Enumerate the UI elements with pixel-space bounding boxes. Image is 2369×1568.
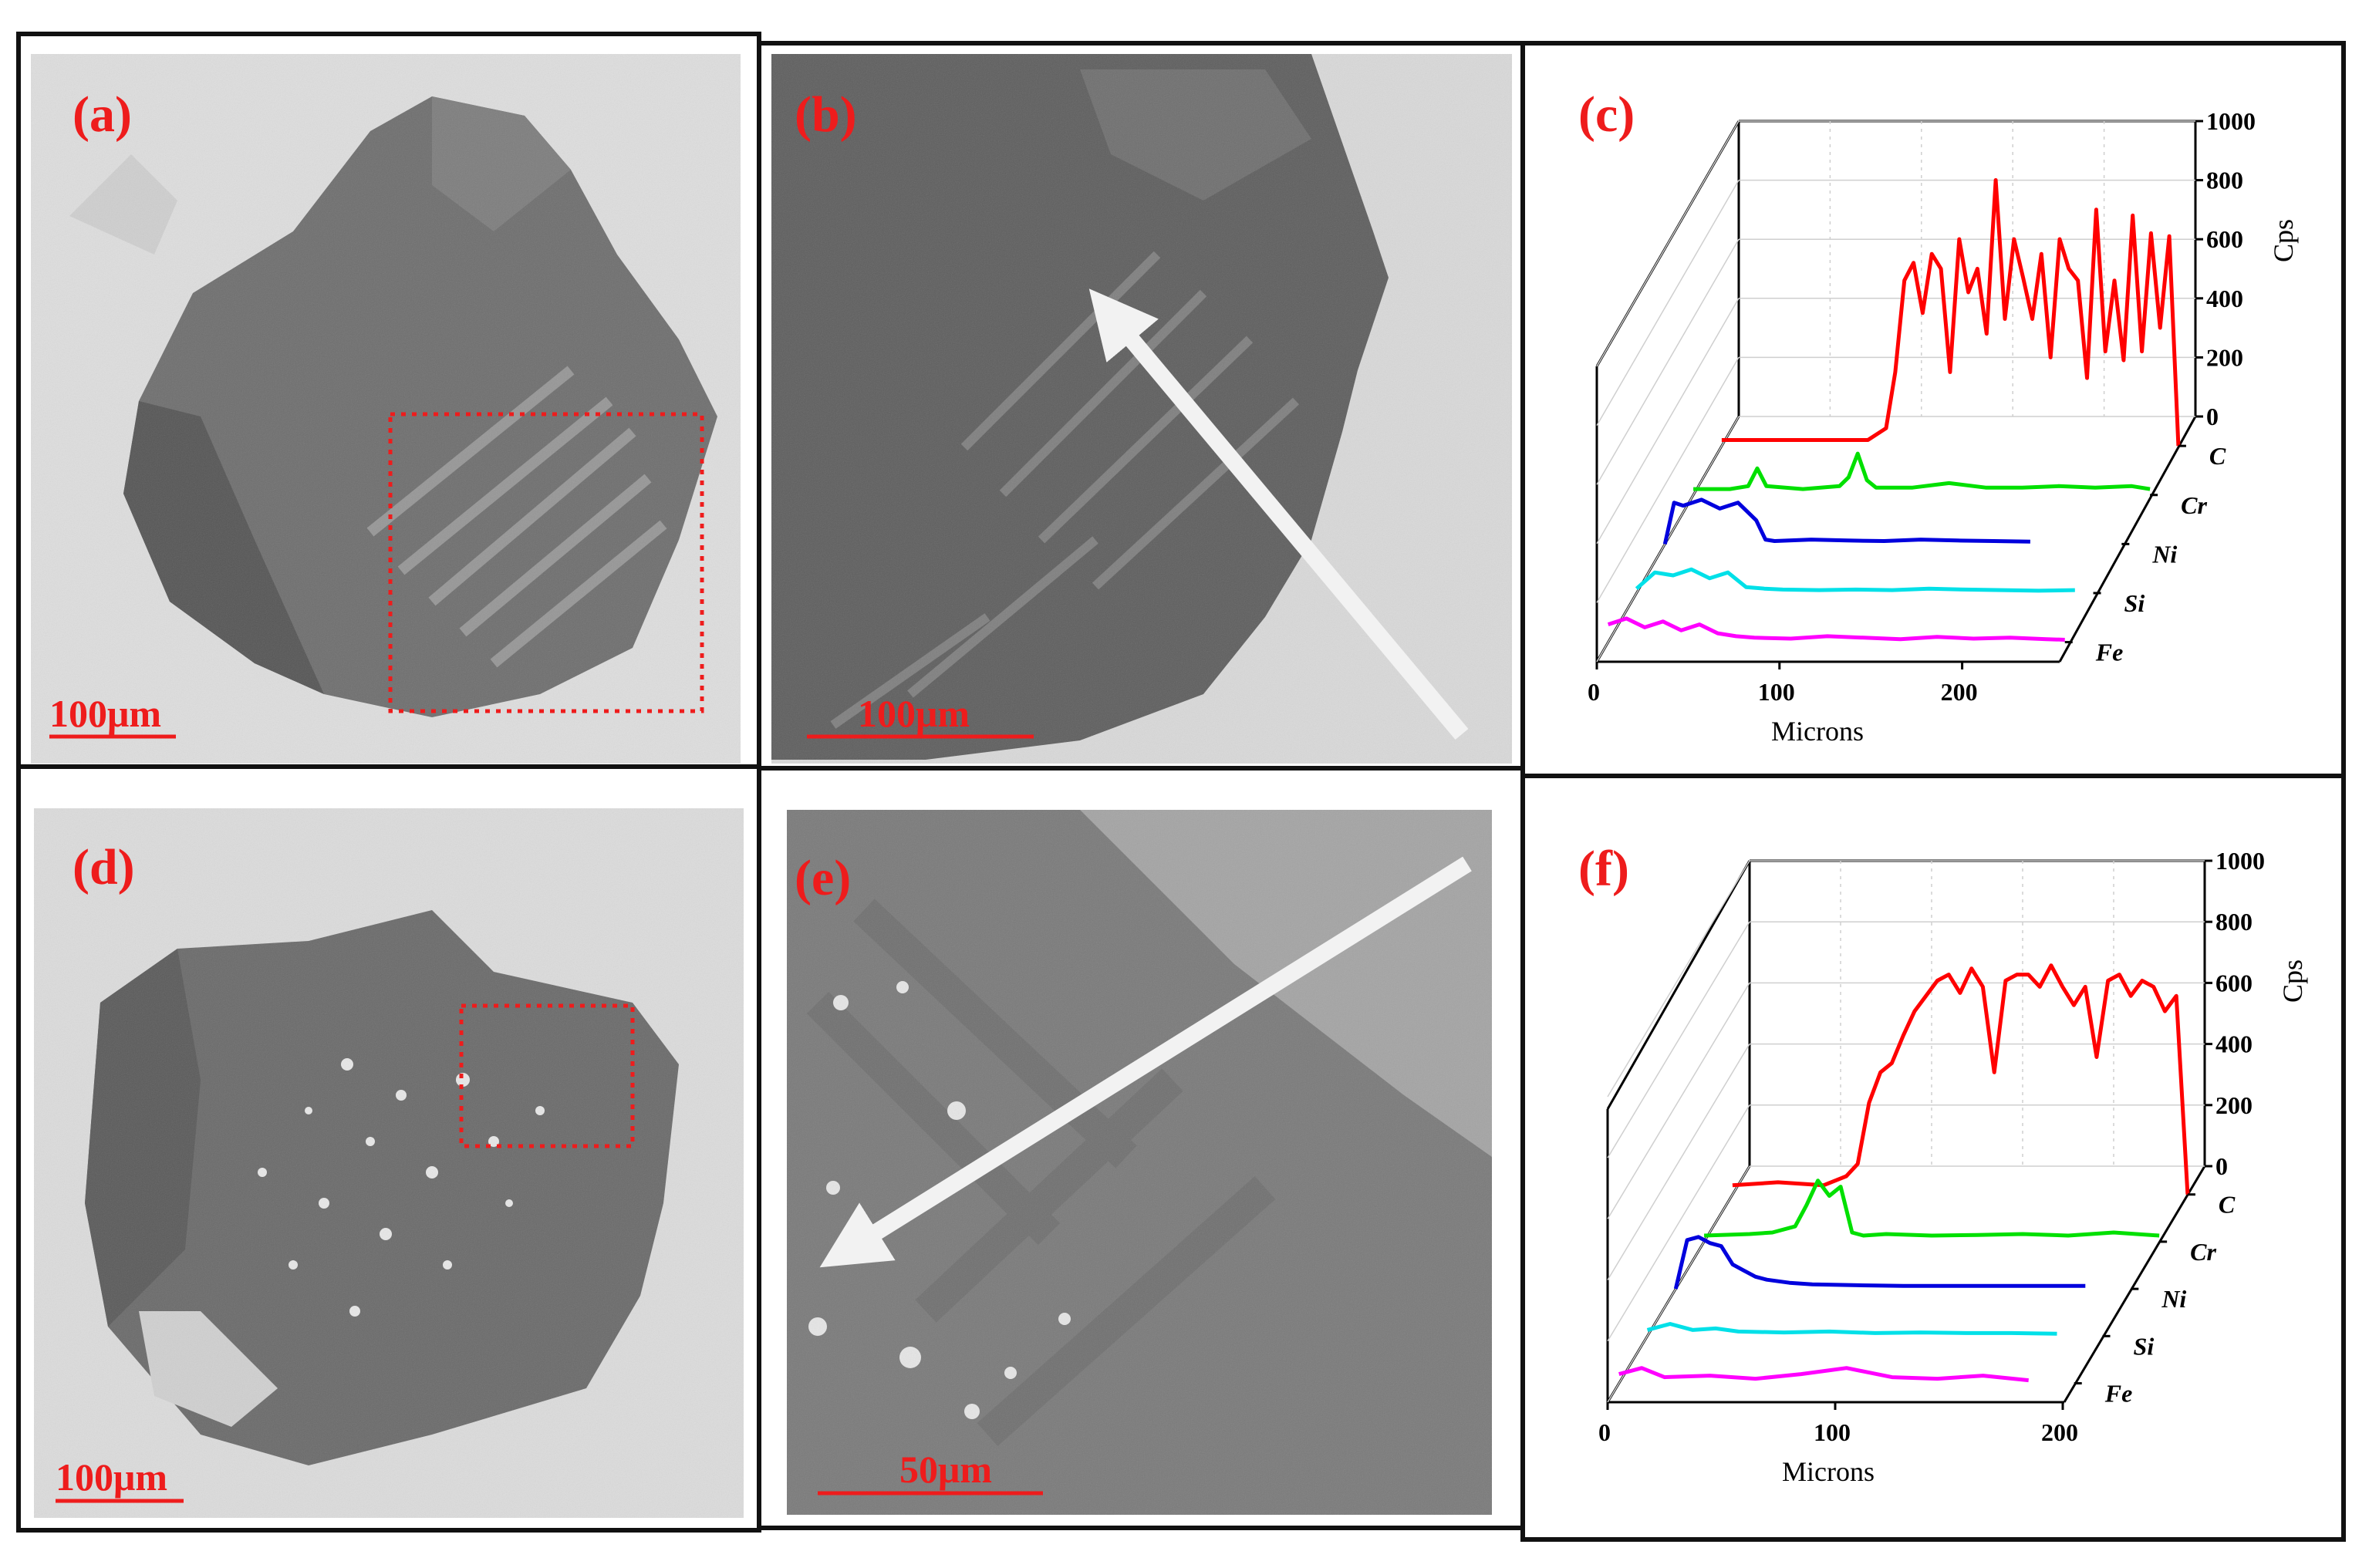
element-label-fe: Fe [2104, 1380, 2133, 1408]
y-tick-label: 600 [2215, 969, 2253, 996]
scale-label-b: 100μm [858, 692, 970, 735]
chart-series-c [1607, 178, 2181, 642]
gridline-side [1596, 180, 1740, 426]
element-label-cr: Cr [2181, 491, 2207, 519]
x-axis-title-c: Microns [1771, 716, 1864, 747]
y-axis-title-f: Cps [2277, 959, 2308, 1003]
x-tick-label: 100 [1758, 678, 1795, 706]
micrograph-e: (e) 50μm [787, 810, 1492, 1515]
y-tick-label: 400 [2215, 1030, 2253, 1058]
panel-label-a: (a) [73, 86, 132, 143]
panel-label-c: (c) [1578, 86, 1635, 143]
scale-label-e: 50μm [899, 1448, 992, 1491]
gridline-side [1596, 238, 1740, 485]
gridline-side [1596, 298, 1740, 545]
gridline-side [1607, 860, 1750, 1098]
chart-series-f [1618, 963, 2190, 1383]
element-label-c: C [2219, 1191, 2236, 1219]
panel-label-b: (b) [795, 86, 857, 143]
panel-label-d: (d) [73, 839, 135, 895]
gridline-side [1607, 1104, 1750, 1342]
y-tick-label: 200 [2206, 343, 2243, 371]
micrograph-a: (a) 100μm [31, 54, 741, 764]
element-label-fe: Fe [2095, 639, 2124, 666]
x-ticks-c: 0 100 200 [1588, 662, 1978, 706]
series-line-si [1635, 567, 2075, 593]
element-label-cr: Cr [2190, 1238, 2216, 1266]
gridline-side [1607, 921, 1750, 1158]
element-label-ni: Ni [2161, 1285, 2186, 1313]
series-line-ni [1673, 1235, 2086, 1290]
series-line-ni [1662, 497, 2030, 545]
roi-box-d [459, 1003, 635, 1148]
scale-label-a: 100μm [49, 692, 161, 735]
y-ticks-c: 0 200 400 600 800 1000 [2195, 107, 2256, 430]
x-tick-label: 100 [1814, 1418, 1851, 1446]
gridline-side [1596, 120, 1740, 367]
element-label-si: Si [2124, 589, 2145, 617]
y-tick-label: 800 [2215, 908, 2253, 936]
series-line-c [1732, 963, 2190, 1195]
element-label-c: C [2209, 442, 2226, 470]
series-line-cr [1704, 1179, 2160, 1238]
x-tick-label: 200 [1941, 678, 1978, 706]
x-ticks-f: 0 100 200 [1598, 1402, 2078, 1446]
series-line-si [1646, 1322, 2057, 1336]
panel-frames [16, 32, 2346, 1542]
x-tick-label: 0 [1598, 1418, 1611, 1446]
y-tick-label: 1000 [2206, 107, 2256, 135]
x-tick-label: 0 [1588, 678, 1600, 706]
micrograph-d: (d) 100μm [34, 808, 744, 1518]
y-ticks-f: 0 200 400 600 800 1000 [2205, 847, 2265, 1180]
series-line-c [1721, 178, 2181, 447]
x-tick-label: 200 [2041, 1418, 2078, 1446]
element-label-ni: Ni [2151, 540, 2177, 568]
roi-box-a [388, 412, 704, 713]
x-axis-title-f: Microns [1782, 1456, 1875, 1487]
linescan-arrow-e [819, 856, 1472, 1268]
y-tick-label: 200 [2215, 1091, 2253, 1119]
y-tick-label: 0 [2206, 403, 2219, 430]
gridline-side [1596, 357, 1740, 603]
y-tick-label: 1000 [2215, 847, 2265, 875]
micrograph-b: (b) 100μm [771, 54, 1512, 764]
series-line-fe [1607, 616, 2065, 642]
panel-label-f: (f) [1578, 841, 1629, 897]
gridline-side [1607, 983, 1750, 1219]
chart-grid-c [1596, 120, 2195, 663]
y-tick-label: 0 [2215, 1152, 2228, 1180]
y-axis-title-c: Cps [2268, 219, 2299, 262]
series-line-fe [1618, 1366, 2029, 1383]
y-tick-label: 800 [2206, 167, 2243, 194]
gridline-side [1607, 1044, 1750, 1280]
linescan-arrow-b [1088, 288, 1469, 740]
scale-label-d: 100μm [56, 1455, 167, 1499]
y-tick-label: 600 [2206, 225, 2243, 253]
y-tick-label: 400 [2206, 285, 2243, 312]
chart-grid-f [1607, 860, 2205, 1403]
panel-label-e: (e) [795, 850, 851, 906]
series-line-cr [1693, 451, 2151, 491]
element-label-si: Si [2134, 1332, 2155, 1360]
